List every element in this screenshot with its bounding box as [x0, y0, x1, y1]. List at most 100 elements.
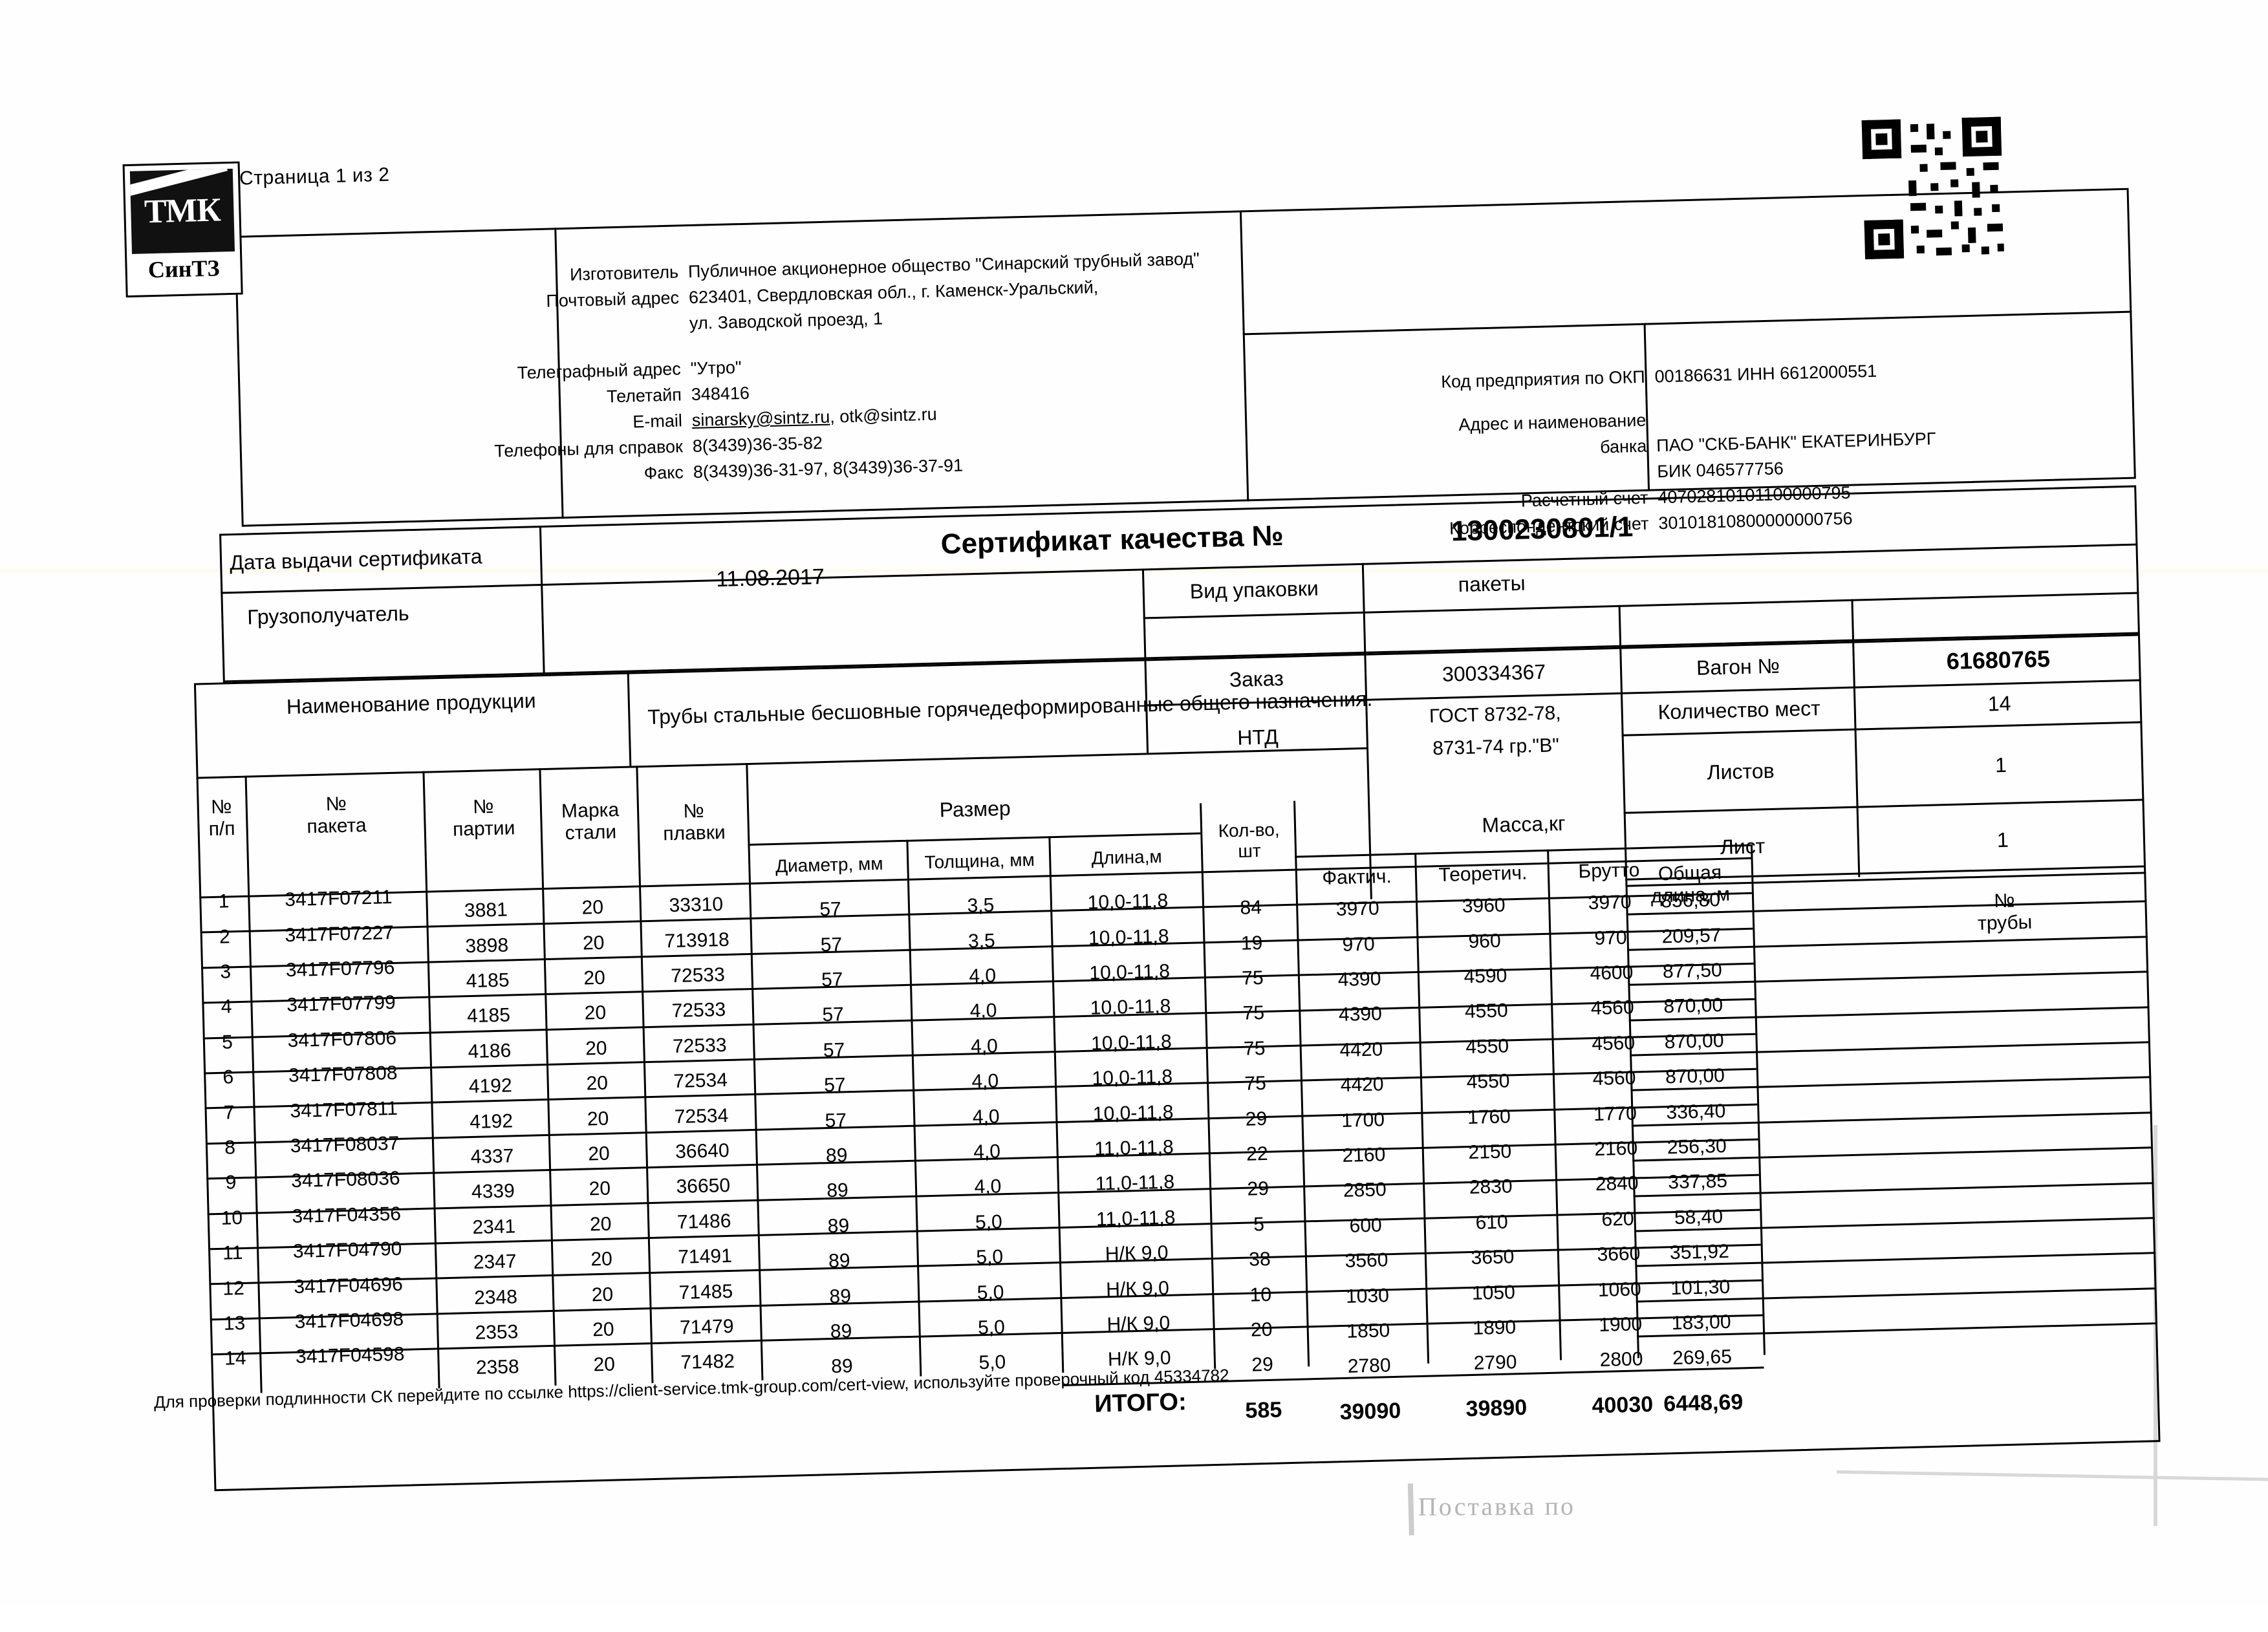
cell-no: 13: [223, 1312, 246, 1335]
logo-sintz-text: СинТЗ: [147, 255, 220, 283]
cell-theoretical: 1890: [1472, 1316, 1517, 1339]
cell-d: 57: [825, 1109, 847, 1132]
cell-package: 3417F07799: [286, 992, 396, 1016]
cell-actual: 4390: [1337, 968, 1381, 991]
cell-d: 89: [830, 1320, 852, 1343]
cell-actual: 970: [1342, 933, 1376, 956]
header-steel-l2: стали: [565, 821, 617, 844]
header-row-no-l2: п/п: [208, 818, 235, 841]
cell-qty: 20: [1250, 1318, 1273, 1341]
stamp-border: [1407, 1483, 1414, 1536]
header-steel-l1: Марка: [561, 799, 620, 822]
total-label: ИТОГО:: [1094, 1388, 1187, 1419]
logo-mark: ТМК: [129, 168, 235, 254]
cell-no: 8: [224, 1137, 236, 1159]
cell-len: 10,0-11,8: [1088, 925, 1169, 949]
cell-heat: 71482: [680, 1351, 735, 1374]
cell-qty: 29: [1245, 1108, 1268, 1130]
cell-theoretical: 4590: [1463, 965, 1507, 988]
cell-package: 3417F04698: [294, 1308, 404, 1333]
cell-t: 3,5: [967, 894, 995, 917]
verification-code: 45334782: [1154, 1365, 1229, 1387]
cell-theoretical: 4550: [1465, 1035, 1509, 1058]
cell-actual: 4420: [1339, 1038, 1383, 1061]
cell-t: 3,5: [967, 929, 996, 952]
cell-actual: 2160: [1342, 1144, 1386, 1166]
cell-theoretical: 3650: [1471, 1246, 1515, 1269]
cell-no: 2: [219, 925, 231, 948]
cell-qty: 22: [1246, 1143, 1268, 1165]
total-theoretical: 39890: [1465, 1395, 1528, 1422]
cell-t: 4,0: [969, 1000, 997, 1022]
label-packaging-type: Вид упаковки: [1189, 576, 1319, 603]
cell-no: 9: [225, 1172, 237, 1194]
cell-qty: 84: [1240, 897, 1262, 919]
cell-steel: 20: [593, 1353, 616, 1376]
logo-tmk-text: ТМК: [144, 191, 221, 231]
cell-package: 3417F08037: [290, 1132, 400, 1157]
cell-package: 3417F07211: [284, 886, 393, 911]
scan-artifact-line: [0, 569, 2268, 573]
cell-t: 4,0: [970, 1035, 999, 1058]
cell-qty: 38: [1248, 1248, 1271, 1271]
value-packaging-type: пакеты: [1458, 571, 1526, 597]
email-link[interactable]: sinarsky@sintz.ru: [691, 407, 830, 431]
cell-d: 57: [819, 898, 842, 921]
cell-t: 4,0: [971, 1070, 999, 1093]
cell-t: 4,0: [973, 1141, 1001, 1163]
label-places: Количество мест: [1658, 696, 1821, 724]
cell-no: 4: [221, 996, 232, 1018]
cell-theoretical: 1050: [1471, 1281, 1516, 1304]
cell-package: 3417F07796: [285, 956, 395, 982]
cell-d: 57: [820, 933, 843, 956]
cell-no: 3: [219, 961, 232, 983]
cell-len: 10,0-11,8: [1090, 995, 1171, 1020]
cell-d: 89: [829, 1285, 852, 1307]
qr-code[interactable]: [1861, 116, 2004, 260]
cell-no: 6: [222, 1066, 234, 1088]
cell-theoretical: 3960: [1462, 894, 1506, 918]
cell-qty: 75: [1241, 967, 1264, 989]
cell-d: 89: [826, 1179, 849, 1202]
cell-len: 11,0-11,8: [1095, 1171, 1175, 1195]
cell-no: 1: [218, 890, 230, 912]
header-steel: Марка стали: [543, 782, 638, 862]
cell-len: 10,0-11,8: [1092, 1066, 1173, 1090]
cell-actual: 4420: [1340, 1073, 1384, 1097]
cell-len: 11,0-11,8: [1096, 1207, 1176, 1230]
header-package-l2: пакета: [307, 814, 367, 838]
cell-t: 5,0: [975, 1246, 1004, 1269]
header-qty: Кол-во, шт: [1203, 804, 1295, 878]
cell-actual: 2780: [1347, 1355, 1391, 1378]
cell-actual: 2850: [1343, 1179, 1387, 1202]
cell-t: 5,0: [977, 1316, 1006, 1339]
cell-no: 12: [222, 1277, 245, 1300]
cell-actual: 4390: [1338, 1003, 1383, 1026]
cell-theoretical: 2830: [1469, 1176, 1513, 1199]
cell-actual: 1700: [1341, 1108, 1385, 1132]
cell-t: 5,0: [977, 1281, 1004, 1304]
cell-no: 14: [224, 1347, 246, 1370]
cell-theoretical: 610: [1475, 1211, 1509, 1234]
cell-len: 10,0-11,8: [1092, 1101, 1174, 1125]
cell-d: 57: [823, 1039, 845, 1061]
total-qty: 585: [1245, 1397, 1282, 1424]
value-phones: 8(3439)36-35-82: [692, 433, 823, 456]
cell-package: 3417F07227: [285, 921, 394, 946]
cell-d: 57: [822, 1004, 845, 1026]
value-ntd-line2: 8731-74 гр."В": [1432, 735, 1560, 760]
value-teletype: 348416: [691, 383, 750, 405]
cell-qty: 5: [1253, 1213, 1265, 1236]
cell-qty: 10: [1249, 1283, 1272, 1306]
header-lot: № партии: [426, 778, 541, 858]
value-sheets-total: 1: [1994, 753, 2007, 777]
cell-actual: 1030: [1345, 1284, 1390, 1307]
cell-d: 57: [823, 1074, 847, 1097]
label-ntd: НТД: [1237, 724, 1279, 749]
header-heat-l2: плавки: [662, 821, 726, 845]
cell-package: 3417F07811: [290, 1097, 398, 1122]
cell-d: 57: [821, 969, 843, 991]
cell-len: 10,0-11,8: [1090, 1031, 1172, 1055]
